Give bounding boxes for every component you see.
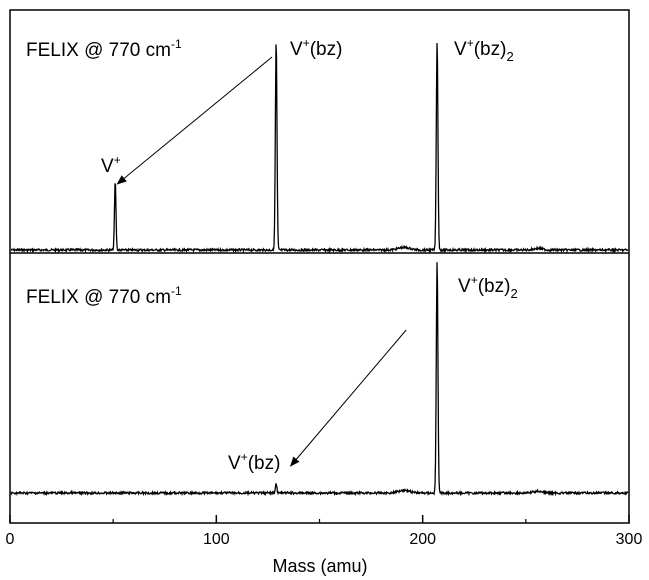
top-panel: FELIX @ 770 cm-1	[10, 37, 629, 254]
x-tick-label: 100	[203, 531, 230, 548]
felix-annotation: FELIX @ 770 cm-1	[26, 37, 182, 61]
x-tick-label: 300	[616, 531, 643, 548]
peak-label: V+	[101, 153, 121, 177]
x-axis: 0 100 200 300	[6, 515, 643, 548]
peak-label: V+(bz)	[290, 36, 342, 60]
peak-label: V+(bz)	[228, 450, 280, 474]
x-axis-title: Mass (amu)	[272, 556, 367, 576]
peak-label: V+(bz)2	[454, 36, 514, 64]
arrow	[289, 329, 407, 467]
bottom-panel: FELIX @ 770 cm-1	[10, 262, 629, 497]
x-tick-label: 0	[6, 531, 15, 548]
peak-label: V+(bz)2	[458, 273, 518, 301]
plot-frame	[9, 9, 630, 524]
spectrum-trace	[10, 42, 629, 254]
x-tick-label: 200	[409, 531, 436, 548]
felix-annotation: FELIX @ 770 cm-1	[26, 284, 182, 308]
spectrum-trace	[10, 262, 629, 497]
arrow	[116, 56, 273, 185]
